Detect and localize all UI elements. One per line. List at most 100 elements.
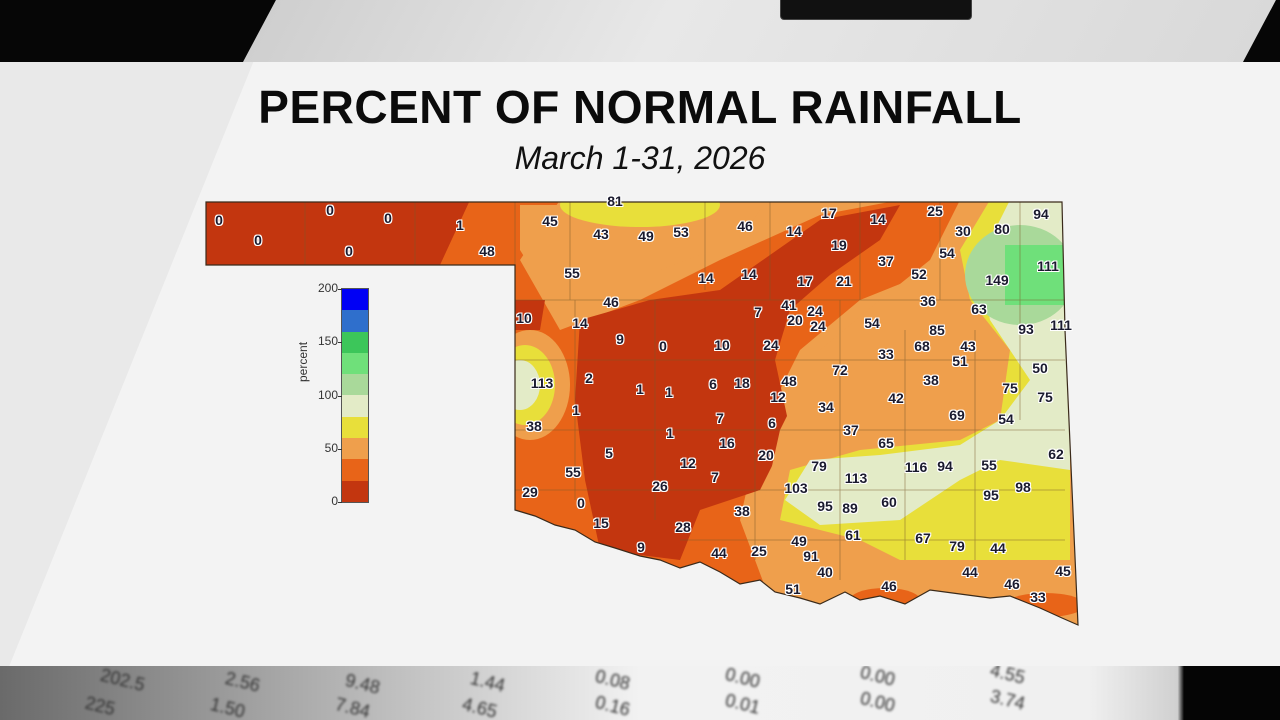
- station-value: 46: [737, 218, 753, 234]
- station-value: 7: [711, 469, 719, 485]
- station-value: 7: [754, 304, 762, 320]
- station-value: 0: [215, 212, 223, 228]
- station-value: 6: [768, 415, 776, 431]
- colorbar-tick: 0: [300, 494, 342, 508]
- station-value: 94: [937, 458, 953, 474]
- station-value: 21: [836, 273, 852, 289]
- station-value: 0: [384, 210, 392, 226]
- station-value: 113: [530, 375, 554, 391]
- station-value: 20: [787, 312, 803, 328]
- station-value: 116: [904, 459, 928, 475]
- station-value: 44: [962, 564, 978, 580]
- station-value: 0: [254, 232, 262, 248]
- station-value: 49: [791, 533, 807, 549]
- station-value: 60: [881, 494, 897, 510]
- station-value: 103: [784, 480, 808, 496]
- station-value: 54: [998, 411, 1014, 427]
- station-value: 65: [878, 435, 894, 451]
- station-value: 18: [734, 375, 750, 391]
- colorbar-tick: 100: [300, 388, 342, 402]
- station-value: 46: [1004, 576, 1020, 592]
- station-value: 49: [638, 228, 654, 244]
- colorbar-swatch: [342, 438, 368, 460]
- station-value: 46: [603, 294, 619, 310]
- colorbar-swatch: [342, 289, 368, 311]
- station-value: 33: [1030, 589, 1046, 605]
- station-value: 38: [734, 503, 750, 519]
- station-value: 14: [698, 270, 714, 286]
- station-value: 0: [326, 202, 334, 218]
- station-value: 0: [345, 243, 353, 259]
- station-value: 93: [1018, 321, 1034, 337]
- station-value: 14: [786, 223, 802, 239]
- station-value: 53: [673, 224, 689, 240]
- station-value: 37: [878, 253, 894, 269]
- station-value: 89: [842, 500, 858, 516]
- station-value: 67: [915, 530, 931, 546]
- station-value: 28: [675, 519, 691, 535]
- station-value: 91: [803, 548, 819, 564]
- station-value: 7: [716, 410, 724, 426]
- station-value: 17: [821, 205, 837, 221]
- colorbar-tick: 50: [300, 441, 342, 455]
- station-value: 79: [811, 458, 827, 474]
- station-value: 9: [616, 331, 624, 347]
- station-value: 15: [593, 515, 609, 531]
- station-value: 63: [971, 301, 987, 317]
- station-value: 55: [565, 464, 581, 480]
- station-value: 38: [923, 372, 939, 388]
- colorbar-swatch: [342, 331, 368, 353]
- station-value: 37: [843, 422, 859, 438]
- colorbar-swatch: [342, 374, 368, 396]
- background-photo-top: [0, 0, 1280, 62]
- station-value: 29: [522, 484, 538, 500]
- station-value: 0: [659, 338, 667, 354]
- blurred-device: [780, 0, 972, 20]
- station-value: 48: [479, 243, 495, 259]
- station-value: 34: [818, 399, 834, 415]
- station-value: 61: [845, 527, 861, 543]
- station-value: 24: [810, 318, 826, 334]
- station-value: 12: [680, 455, 696, 471]
- colorbar-swatch: [342, 480, 368, 502]
- station-value: 10: [714, 337, 730, 353]
- station-value: 1: [636, 381, 644, 397]
- station-value: 20: [758, 447, 774, 463]
- station-value: 14: [870, 211, 886, 227]
- station-value: 45: [542, 213, 558, 229]
- station-value: 1: [665, 384, 673, 400]
- station-value: 36: [920, 293, 936, 309]
- station-value: 1: [666, 425, 674, 441]
- station-value: 113: [844, 470, 868, 486]
- station-value: 62: [1048, 446, 1064, 462]
- station-value: 68: [914, 338, 930, 354]
- station-value: 1: [456, 217, 464, 233]
- station-value: 46: [881, 578, 897, 594]
- colorbar-swatch: [342, 352, 368, 375]
- station-value: 79: [949, 538, 965, 554]
- station-value: 51: [785, 581, 801, 597]
- station-value: 45: [1055, 563, 1071, 579]
- station-value: 9: [637, 539, 645, 555]
- colorbar-legend: [341, 288, 369, 503]
- station-value: 98: [1015, 479, 1031, 495]
- station-value: 1: [572, 402, 580, 418]
- station-value: 44: [711, 545, 727, 561]
- colorbar-swatch: [342, 416, 368, 439]
- station-value: 149: [985, 272, 1009, 288]
- station-value: 75: [1002, 380, 1018, 396]
- station-value: 55: [564, 265, 580, 281]
- station-value: 10: [516, 310, 532, 326]
- station-value: 25: [751, 543, 767, 559]
- colorbar-swatch: [342, 395, 368, 417]
- station-value: 55: [981, 457, 997, 473]
- station-value: 111: [1050, 317, 1072, 333]
- station-value: 111: [1037, 258, 1059, 274]
- colorbar-tick: 200: [300, 281, 342, 295]
- station-value: 24: [807, 303, 823, 319]
- station-value: 14: [741, 266, 757, 282]
- station-value: 26: [652, 478, 668, 494]
- station-value: 2: [585, 370, 593, 386]
- colorbar-swatch: [342, 459, 368, 481]
